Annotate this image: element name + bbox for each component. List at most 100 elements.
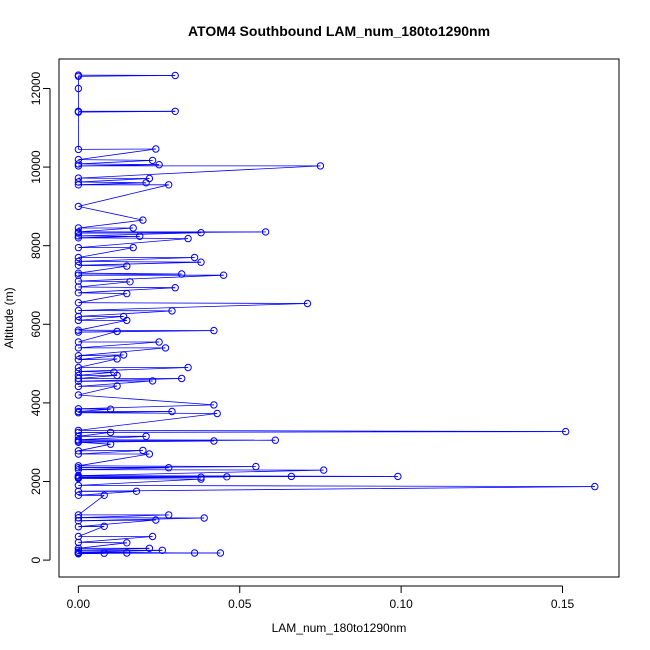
data-point (74, 312, 83, 321)
data-point (74, 232, 83, 240)
data-point (591, 482, 599, 491)
data-point (113, 327, 121, 336)
data-point (106, 428, 115, 437)
data-point (155, 338, 163, 346)
series-line-segment (78, 110, 176, 113)
data-point (210, 326, 218, 335)
data-point (74, 546, 83, 554)
data-point (74, 550, 83, 558)
data-point (74, 464, 83, 472)
series-line-segment (78, 440, 214, 443)
y-tick-label: 10000 (29, 150, 43, 184)
data-point (74, 438, 83, 446)
series-line-segment (78, 331, 118, 333)
series-line-segment (78, 358, 118, 361)
series-line-segment (78, 435, 147, 441)
series-line-segment (78, 404, 214, 410)
series-line-segment (78, 148, 156, 160)
series-line-segment (78, 453, 150, 467)
data-point (142, 432, 150, 440)
series-line-segment (78, 385, 118, 396)
series-line-segment (78, 261, 202, 266)
series-line-segment (78, 525, 105, 537)
series-line-segment (78, 227, 134, 233)
data-point (74, 367, 83, 376)
data-point (139, 446, 147, 455)
series-line-segment (78, 316, 124, 321)
data-point (190, 549, 199, 557)
series-line-segment (78, 552, 105, 555)
data-point (74, 374, 83, 383)
data-point (100, 491, 108, 499)
series-line-segment (78, 160, 153, 165)
data-point (184, 363, 192, 372)
series-line-segment (78, 302, 308, 304)
data-point (210, 401, 218, 409)
data-point (74, 224, 83, 232)
data-point (168, 407, 176, 416)
data-point (74, 261, 83, 269)
data-point (119, 351, 128, 359)
series-line-segment (78, 261, 202, 263)
series-line-segment (78, 331, 118, 343)
data-point (74, 243, 83, 252)
series-line-segment (78, 519, 156, 522)
data-point (316, 162, 325, 170)
series-line-segment (78, 303, 308, 311)
y-tick-label: 0 (29, 556, 43, 563)
series-line-segment (78, 367, 189, 372)
data-point (216, 549, 225, 557)
data-point (261, 228, 270, 236)
data-point (74, 229, 83, 237)
data-point (394, 472, 402, 481)
data-point (74, 523, 83, 531)
data-point (74, 145, 83, 154)
series-line-segment (78, 519, 156, 528)
data-point (178, 270, 186, 278)
y-axis: 0 2000 4000 6000 8000 10000 12000 (29, 71, 51, 563)
data-point (74, 511, 83, 519)
series-line-segment (78, 264, 127, 267)
data-point (74, 202, 83, 211)
series-line-segment (78, 443, 111, 452)
series-line-segment (78, 549, 163, 553)
series-line-segment (78, 238, 189, 248)
data-point (139, 216, 147, 224)
y-axis-label: Altitude (m) (2, 287, 16, 348)
data-point (74, 344, 83, 352)
series-line-segment (78, 178, 150, 183)
data-point (219, 271, 228, 279)
data-point (197, 258, 205, 266)
y-tick-label: 4000 (29, 389, 43, 416)
data-point (74, 377, 83, 385)
data-point (197, 473, 205, 481)
series-line-segment (78, 280, 131, 283)
data-point (123, 539, 131, 547)
data-point (171, 107, 179, 116)
series-line-segment (78, 320, 127, 331)
data-point (74, 72, 83, 81)
y-tick-label: 8000 (29, 232, 43, 259)
plot-frame (58, 58, 620, 578)
data-point (106, 405, 115, 413)
series-line-segment (78, 478, 202, 480)
data-point (184, 234, 192, 243)
data-point (123, 289, 131, 298)
data-point (74, 514, 83, 522)
data-point (123, 262, 131, 270)
series-line-segment (78, 293, 127, 304)
data-point (213, 409, 221, 418)
series-line-segment (78, 432, 111, 437)
data-point (165, 511, 173, 519)
series-line-segment (78, 247, 134, 258)
data-point (223, 473, 231, 481)
series-line-segment (78, 292, 127, 294)
data-point (74, 178, 83, 186)
series-line-segment (78, 274, 224, 282)
data-point (100, 549, 108, 557)
x-tick-label: 0.00 (67, 597, 91, 611)
data-point (152, 145, 160, 153)
series-line-segment (78, 159, 153, 161)
series-line-segment (78, 431, 566, 433)
data-point (74, 299, 83, 307)
